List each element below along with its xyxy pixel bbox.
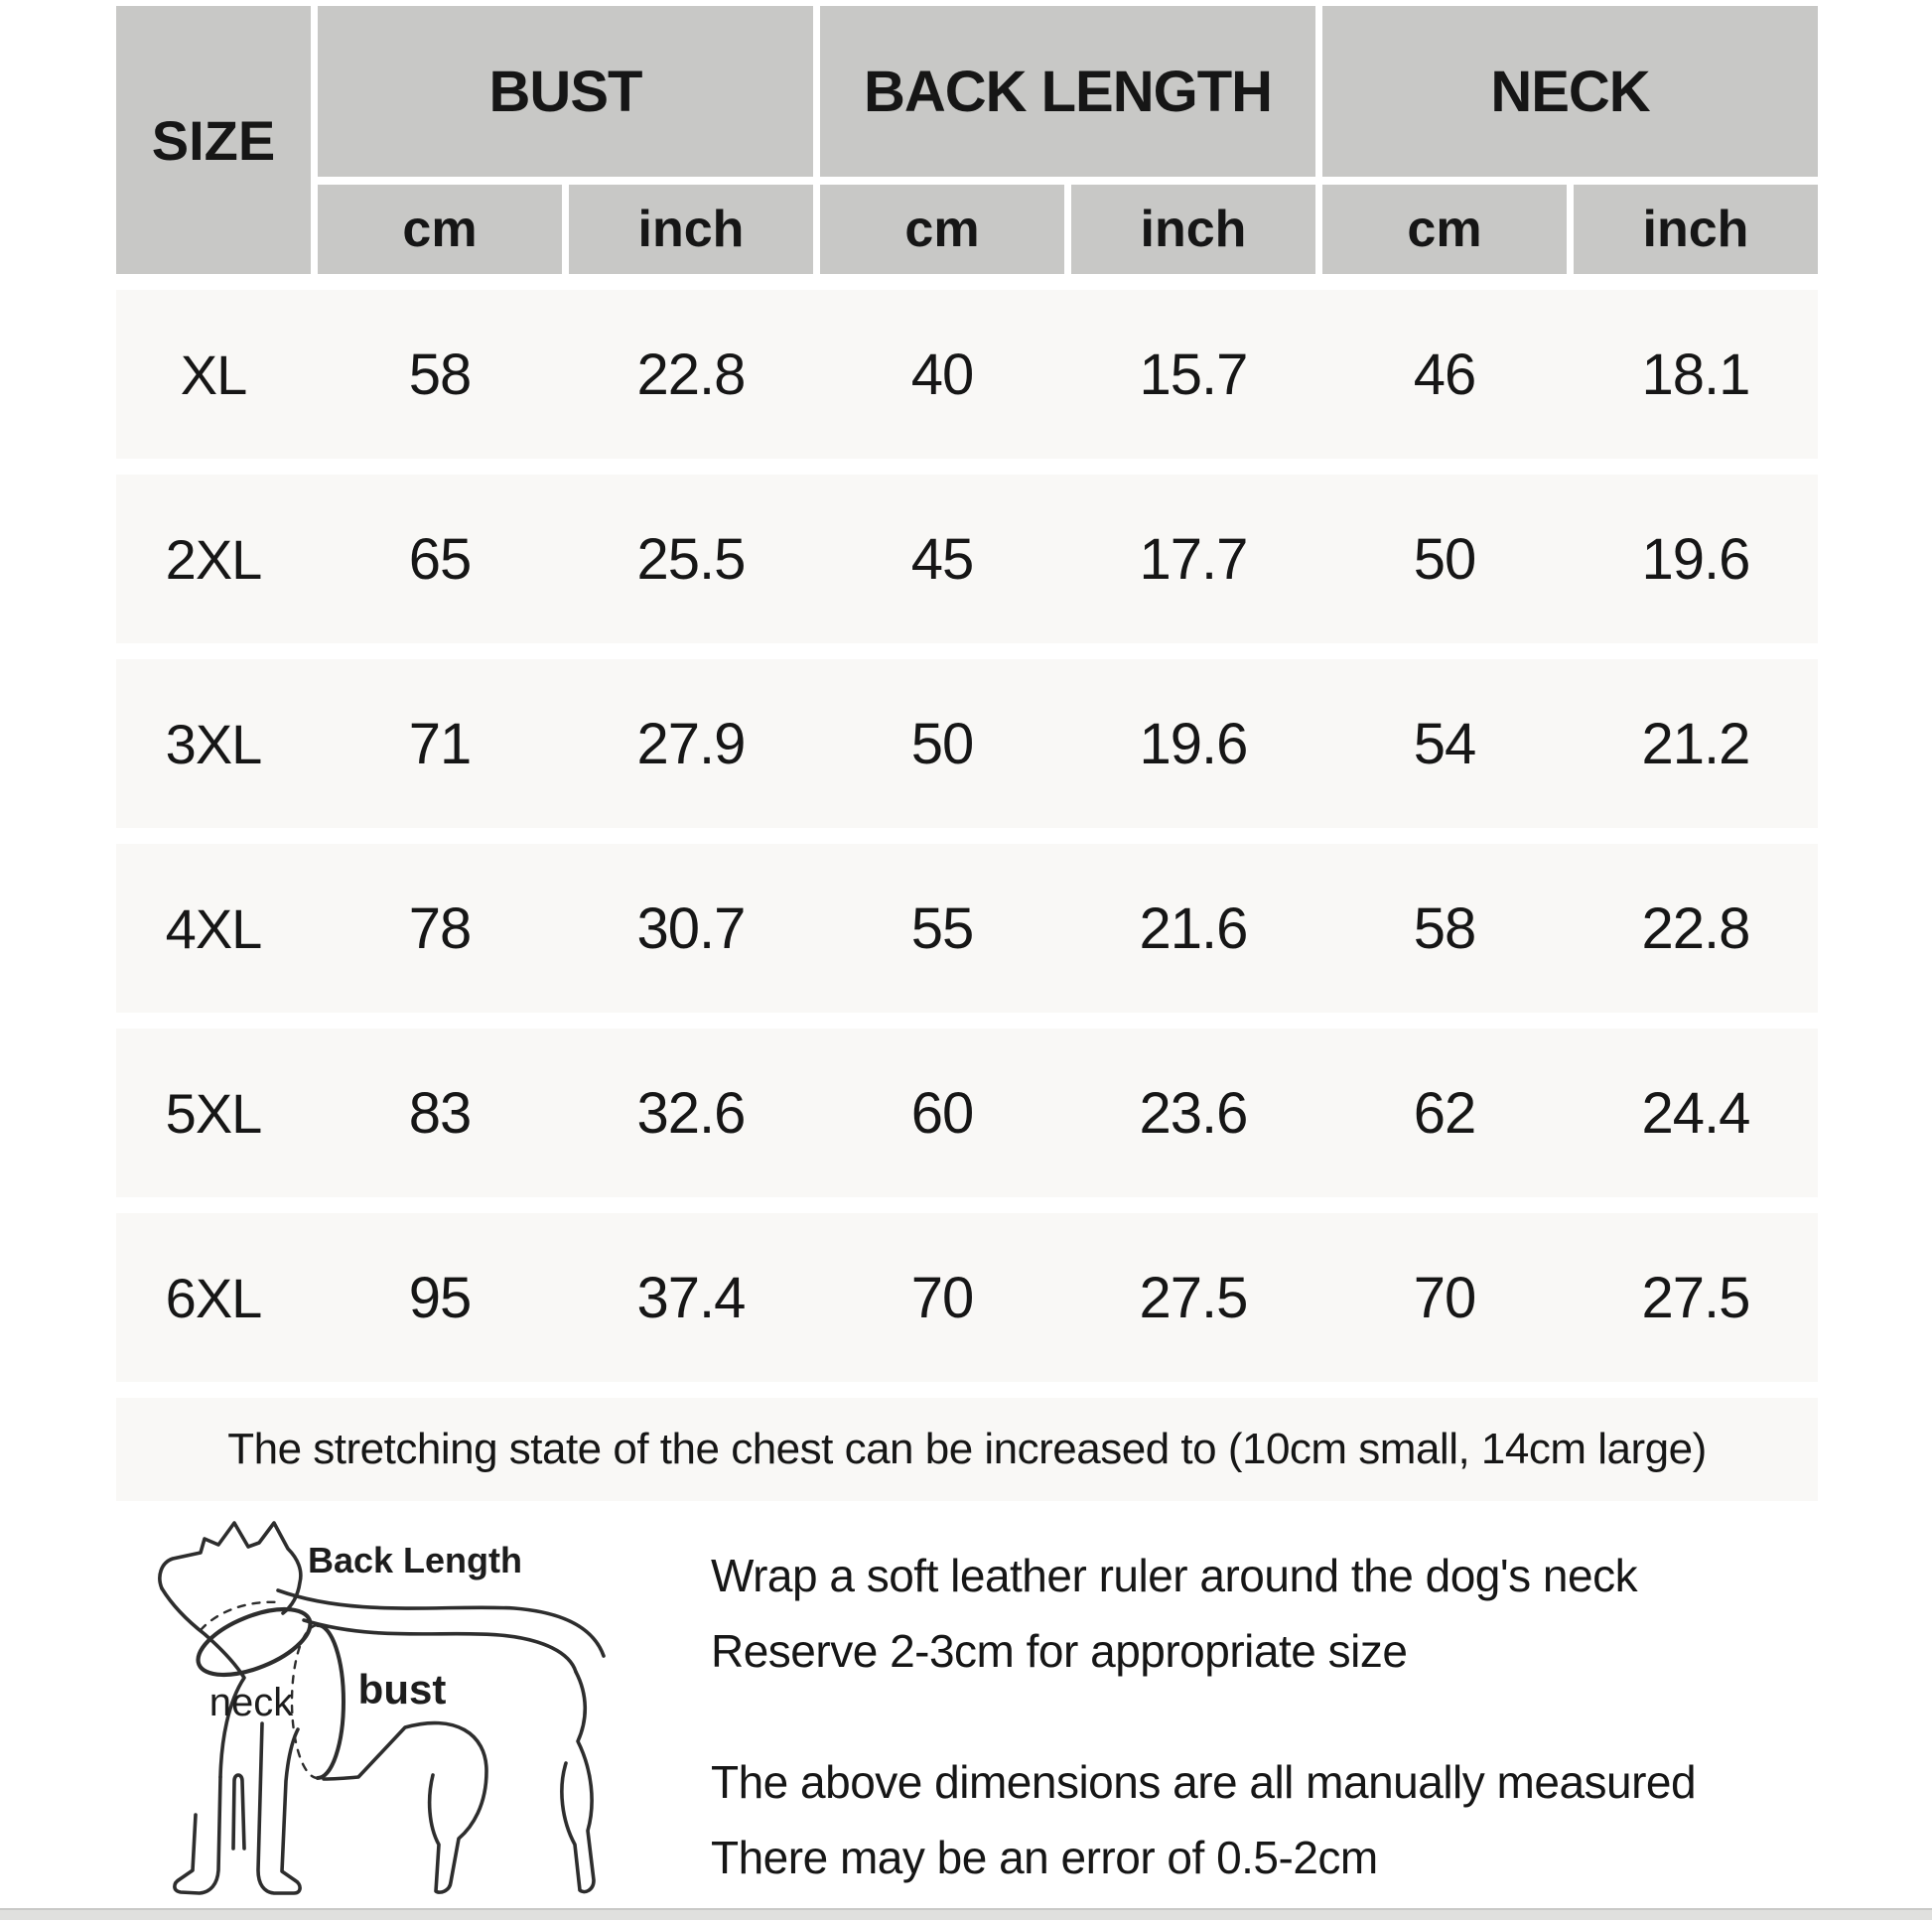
size-cell: XL (180, 343, 248, 406)
neck-instruction-line1: Wrap a soft leather ruler around the dog… (711, 1550, 1638, 1601)
value-cell: 32.6 (636, 1080, 747, 1146)
table-row: 4XL 78 30.7 55 21.6 58 22.8 (116, 844, 1818, 1013)
value-cell: 27.9 (636, 711, 747, 776)
size-cell: 2XL (165, 527, 263, 591)
disclaimer-line1: The above dimensions are all manually me… (711, 1756, 1697, 1808)
column-header-back-length: BACK LENGTH (820, 6, 1315, 177)
value-cell: 15.7 (1139, 342, 1249, 407)
size-cell: 4XL (165, 896, 263, 960)
value-cell: 50 (1413, 526, 1477, 592)
measuring-instructions: Wrap a soft leather ruler around the dog… (711, 1538, 1892, 1895)
back-length-label: Back Length (308, 1540, 522, 1580)
table-row: 2XL 65 25.5 45 17.7 50 19.6 (116, 475, 1818, 643)
value-cell: 50 (910, 711, 975, 776)
bust-label: bust (358, 1666, 447, 1713)
unit-header-back-cm: cm (820, 185, 1064, 274)
table-row: 5XL 83 32.6 60 23.6 62 24.4 (116, 1029, 1818, 1197)
value-cell: 83 (408, 1080, 473, 1146)
value-cell: 18.1 (1641, 342, 1751, 407)
value-cell: 54 (1413, 711, 1477, 776)
value-cell: 95 (408, 1265, 473, 1330)
neck-label: neck (209, 1681, 294, 1724)
size-table-header: SIZE BUST BACK LENGTH NECK cm inch cm in… (116, 6, 1818, 274)
dog-outline-illustration: Back Length neck bust (158, 1521, 606, 1895)
unit-header-neck-cm: cm (1322, 185, 1567, 274)
size-cell: 5XL (165, 1081, 263, 1145)
value-cell: 27.5 (1641, 1265, 1751, 1330)
unit-header-back-inch: inch (1071, 185, 1315, 274)
size-cell: 3XL (165, 712, 263, 775)
bottom-section-divider (0, 1908, 1932, 1920)
measurement-disclaimer: The above dimensions are all manually me… (711, 1744, 1892, 1895)
value-cell: 25.5 (636, 526, 747, 592)
value-cell: 21.6 (1139, 895, 1249, 961)
table-row: XL 58 22.8 40 15.7 46 18.1 (116, 290, 1818, 459)
value-cell: 22.8 (636, 342, 747, 407)
value-cell: 17.7 (1139, 526, 1249, 592)
size-cell: 6XL (165, 1266, 263, 1329)
value-cell: 19.6 (1641, 526, 1751, 592)
column-header-bust: BUST (318, 6, 813, 177)
value-cell: 45 (910, 526, 975, 592)
value-cell: 70 (1413, 1265, 1477, 1330)
value-cell: 71 (408, 711, 473, 776)
value-cell: 21.2 (1641, 711, 1751, 776)
value-cell: 37.4 (636, 1265, 747, 1330)
value-cell: 27.5 (1139, 1265, 1249, 1330)
column-header-neck: NECK (1322, 6, 1818, 177)
column-header-size: SIZE (116, 6, 311, 274)
value-cell: 24.4 (1641, 1080, 1751, 1146)
value-cell: 46 (1413, 342, 1477, 407)
table-row: 6XL 95 37.4 70 27.5 70 27.5 (116, 1213, 1818, 1382)
value-cell: 40 (910, 342, 975, 407)
value-cell: 19.6 (1139, 711, 1249, 776)
value-cell: 70 (910, 1265, 975, 1330)
value-cell: 65 (408, 526, 473, 592)
unit-header-bust-cm: cm (318, 185, 562, 274)
dog-measurement-diagram: Back Length neck bust (117, 1521, 713, 1909)
value-cell: 23.6 (1139, 1080, 1249, 1146)
value-cell: 78 (408, 895, 473, 961)
neck-instruction: Wrap a soft leather ruler around the dog… (711, 1538, 1892, 1689)
unit-header-bust-inch: inch (569, 185, 813, 274)
value-cell: 22.8 (1641, 895, 1751, 961)
value-cell: 60 (910, 1080, 975, 1146)
value-cell: 30.7 (636, 895, 747, 961)
value-cell: 55 (910, 895, 975, 961)
value-cell: 58 (1413, 895, 1477, 961)
stretch-note: The stretching state of the chest can be… (116, 1398, 1818, 1501)
value-cell: 58 (408, 342, 473, 407)
unit-header-neck-inch: inch (1574, 185, 1818, 274)
table-row: 3XL 71 27.9 50 19.6 54 21.2 (116, 659, 1818, 828)
neck-instruction-line2: Reserve 2-3cm for appropriate size (711, 1625, 1408, 1677)
disclaimer-line2: There may be an error of 0.5-2cm (711, 1832, 1378, 1883)
value-cell: 62 (1413, 1080, 1477, 1146)
